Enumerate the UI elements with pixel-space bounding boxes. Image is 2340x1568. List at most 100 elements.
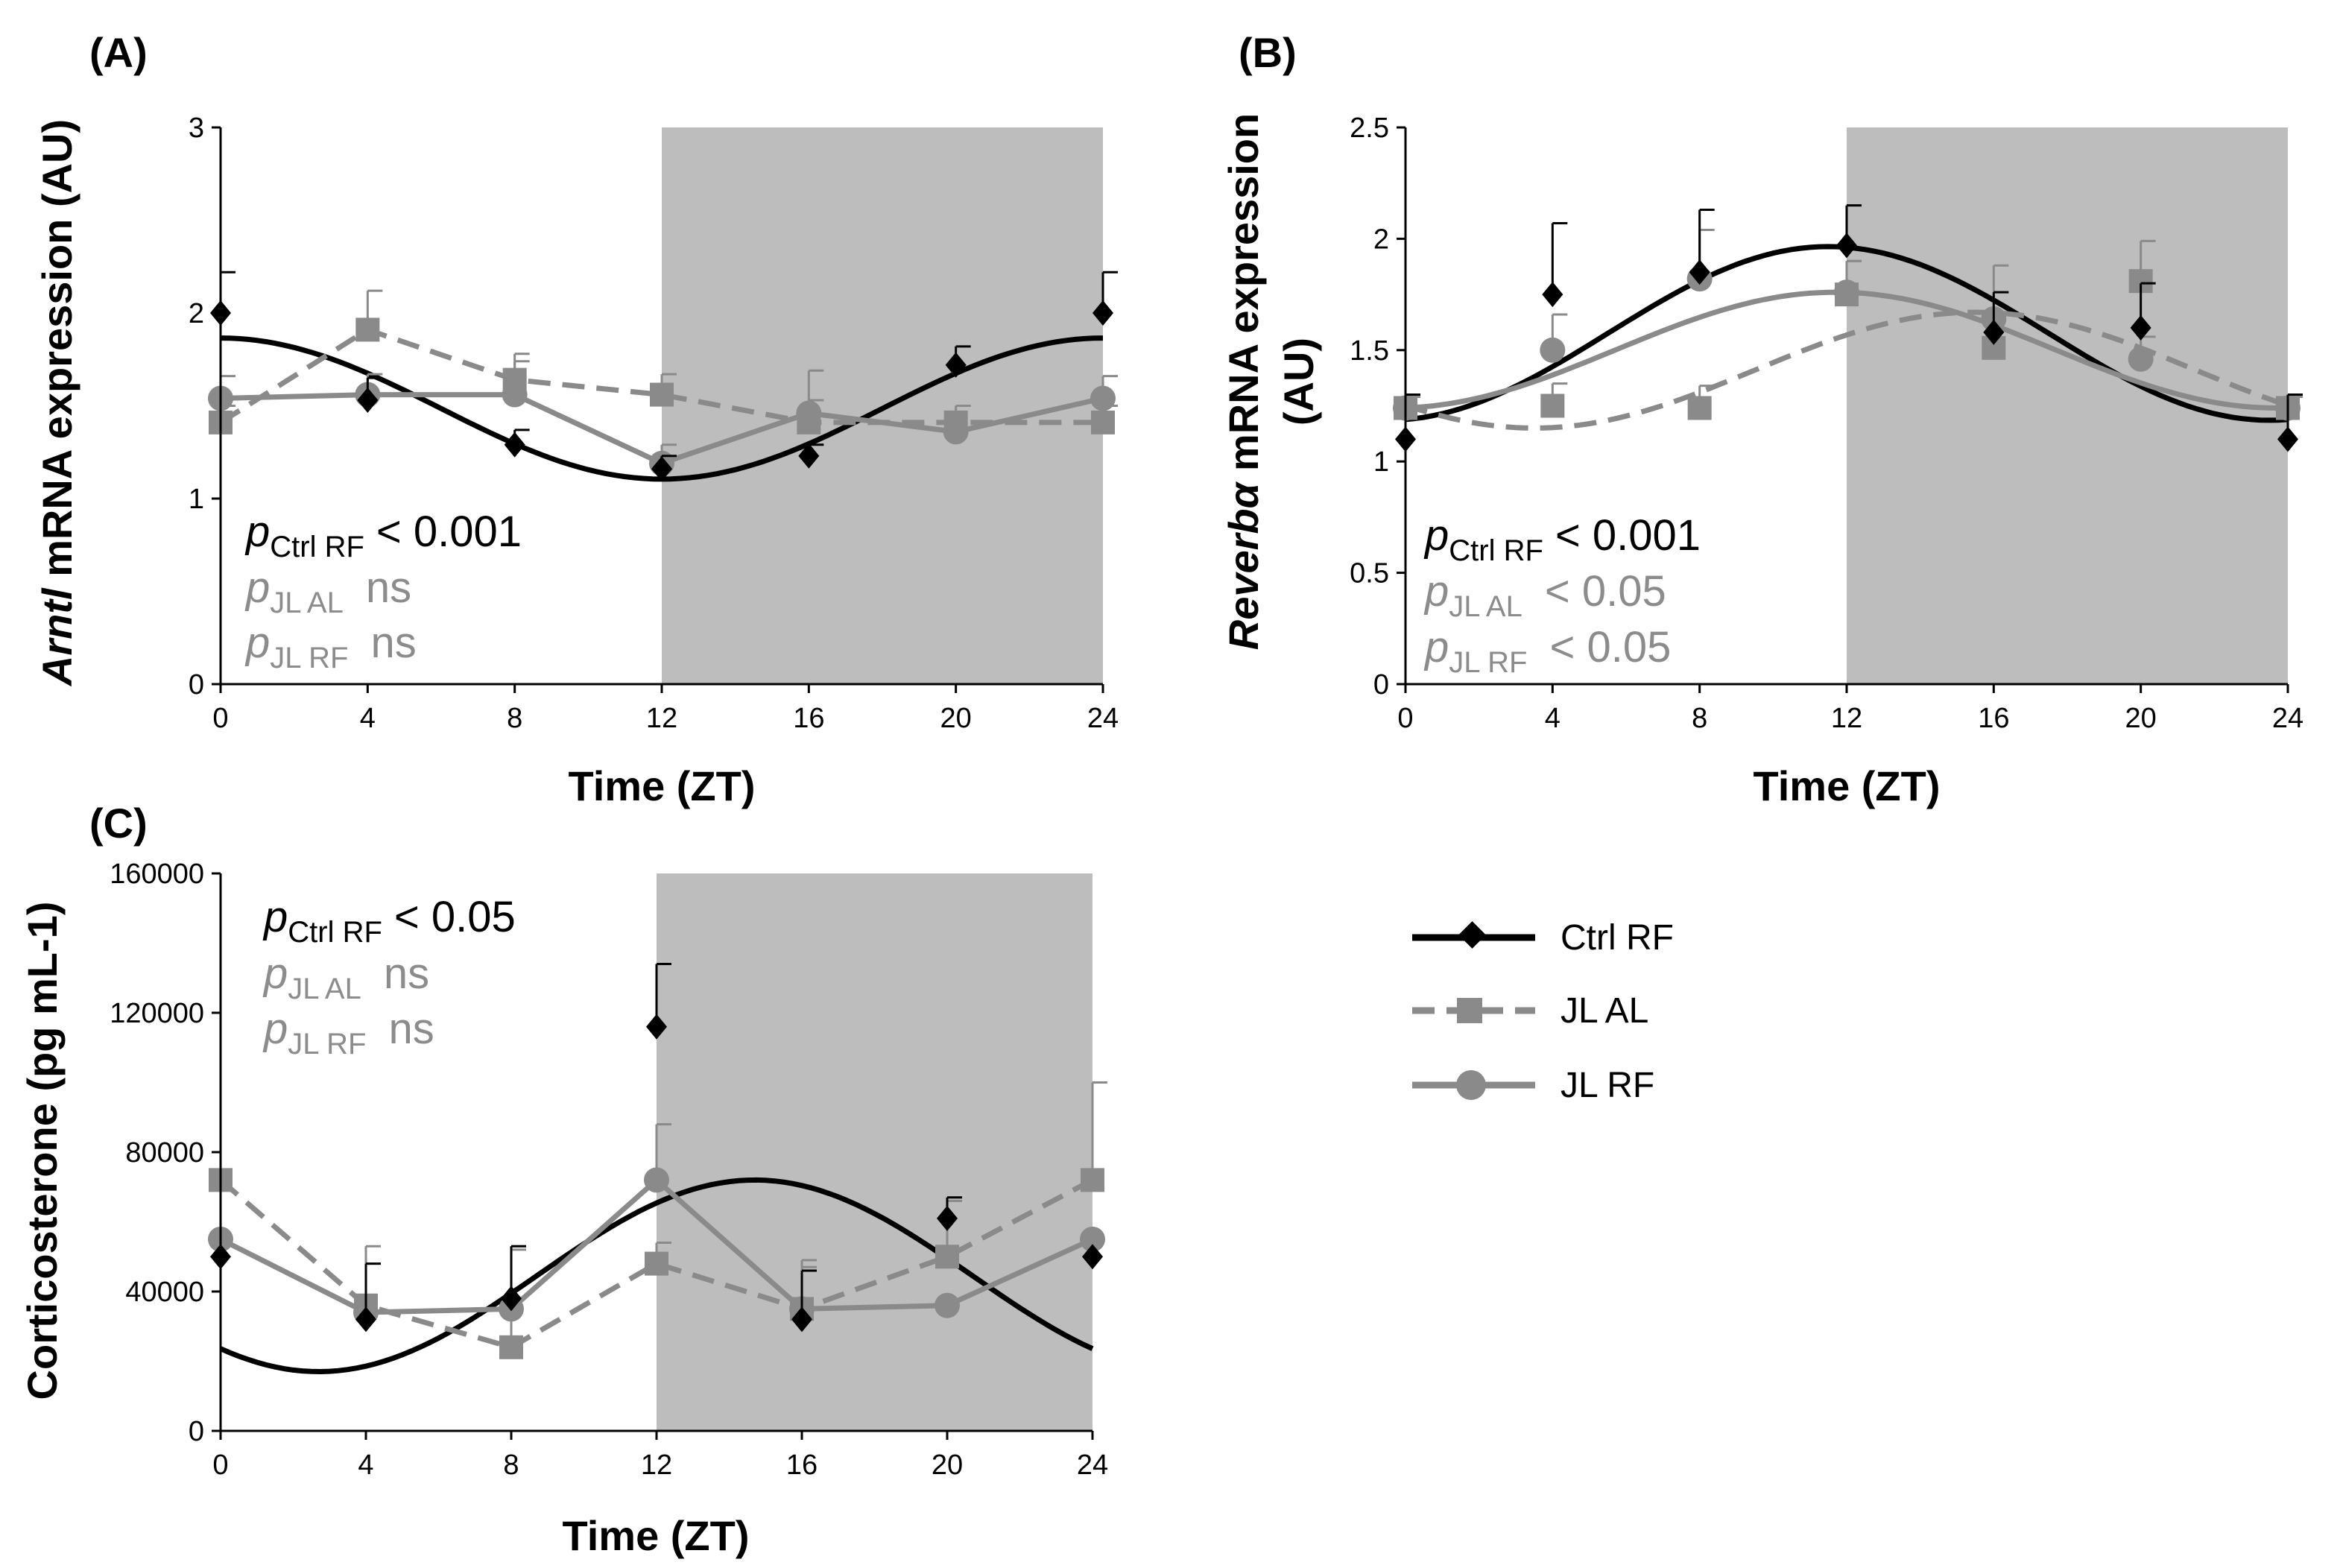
x-axis-title: Time (ZT) — [1754, 762, 1941, 809]
stat-value: < 0.001 — [376, 508, 522, 556]
x-tick-label: 20 — [940, 703, 972, 734]
data-point — [943, 419, 969, 445]
p-symbol: p — [262, 949, 288, 998]
stat-ctrl-rf: pCtrl RF < 0.001 — [1423, 511, 1701, 567]
stat-jl-rf: pJL RF ns — [262, 1005, 434, 1060]
y-tick-label: 1.5 — [1350, 335, 1389, 367]
data-point — [798, 443, 820, 469]
y-tick-label: 0.5 — [1350, 558, 1389, 589]
data-point — [501, 1286, 522, 1312]
data-point — [791, 1306, 812, 1333]
stats-block: pCtrl RF < 0.001 pJL AL ns pJL RF ns — [244, 508, 522, 674]
panel-c: (C) 0 40000 80000 120000 160000 0 4 8 12 16 20 24 T… — [19, 800, 1108, 1559]
y-axis-title-gene: Reverbα — [1220, 481, 1267, 650]
x-tick-label: 16 — [793, 703, 824, 734]
stats-block: pCtrl RF < 0.05 pJL AL ns pJL RF ns — [262, 893, 516, 1060]
data-point — [355, 317, 380, 342]
dark-phase-band — [1847, 127, 2288, 684]
p-symbol: p — [1423, 623, 1449, 671]
data-point — [935, 1245, 959, 1269]
data-point — [1091, 410, 1115, 434]
y-tick-label: 1 — [189, 484, 204, 515]
diamond-marker-icon — [1458, 921, 1486, 949]
legend-label: Ctrl RF — [1560, 918, 1674, 958]
stat-jl-rf: pJL RF < 0.05 — [1423, 623, 1671, 679]
stat-value: ns — [370, 619, 416, 667]
data-point — [796, 400, 822, 426]
legend-item-jl-rf: JL RF — [1412, 1066, 1654, 1105]
y-tick-label: 0 — [189, 1416, 204, 1447]
x-tick-label: 0 — [1397, 703, 1413, 734]
x-tick-label: 16 — [786, 1450, 818, 1481]
data-point — [1540, 393, 1565, 418]
p-symbol: p — [1423, 567, 1449, 616]
data-point — [1080, 1226, 1105, 1252]
stat-group: JL RF — [1449, 646, 1527, 679]
stat-value: ns — [384, 949, 429, 998]
stat-value: < 0.001 — [1555, 511, 1701, 560]
x-axis-title: Time (ZT) — [569, 762, 756, 809]
y-axis-title-line2: (AU) — [1275, 338, 1322, 426]
y-axis-title-gene: Arntl — [34, 587, 80, 687]
x-tick-label: 12 — [1831, 703, 1862, 734]
data-point — [1081, 1168, 1104, 1192]
panel-label: (B) — [1239, 29, 1297, 76]
stat-value: < 0.05 — [394, 893, 516, 941]
stat-value: < 0.05 — [1549, 623, 1671, 671]
data-point — [1090, 385, 1116, 411]
data-point — [504, 431, 525, 458]
stat-group: Ctrl RF — [288, 916, 382, 949]
x-tick-label: 20 — [932, 1450, 963, 1481]
p-symbol: p — [262, 1005, 288, 1053]
x-tick-label: 0 — [212, 1450, 228, 1481]
y-tick-label: 160000 — [110, 859, 204, 890]
x-tick-label: 4 — [358, 1450, 373, 1481]
data-point — [1687, 396, 1712, 420]
stat-value: ns — [388, 1005, 434, 1053]
x-tick-label: 8 — [503, 1450, 519, 1481]
data-point — [1689, 259, 1710, 285]
circle-marker-icon — [1456, 1070, 1486, 1100]
x-tick-label: 24 — [1077, 1450, 1108, 1481]
data-point — [644, 1167, 669, 1193]
p-symbol: p — [1423, 511, 1449, 560]
panel-label: (C) — [89, 800, 148, 847]
y-tick-label: 2.5 — [1350, 113, 1389, 144]
data-point — [357, 388, 379, 414]
data-point — [1834, 279, 1859, 306]
x-axis-title: Time (ZT) — [563, 1512, 750, 1559]
stat-group: JL AL — [288, 973, 361, 1005]
stat-group: Ctrl RF — [270, 531, 364, 563]
y-tick-label: 3 — [189, 113, 204, 144]
stat-ctrl-rf: pCtrl RF < 0.05 — [262, 893, 516, 949]
data-point — [646, 1014, 667, 1040]
panel-label: (A) — [89, 29, 148, 76]
y-axis-title-rest: mRNA expression (AU) — [34, 119, 80, 589]
data-point — [499, 1335, 523, 1359]
p-symbol: p — [244, 563, 270, 612]
x-tick-label: 4 — [360, 703, 376, 734]
legend-item-jl-al: JL AL — [1412, 991, 1648, 1031]
stat-group: JL AL — [1449, 590, 1522, 623]
stat-value: < 0.05 — [1545, 567, 1666, 616]
stat-group: JL RF — [270, 642, 348, 674]
y-axis-title-rest: Corticosterone (pg mL-1) — [19, 902, 66, 1400]
stat-jl-al: pJL AL ns — [262, 949, 429, 1005]
stat-group: JL AL — [270, 587, 344, 619]
p-symbol: p — [244, 508, 270, 556]
data-point — [2128, 346, 2154, 372]
y-tick-label: 0 — [1373, 669, 1389, 701]
p-symbol: p — [244, 619, 270, 667]
y-tick-label: 2 — [189, 298, 204, 329]
data-point — [1540, 337, 1566, 363]
stat-group: JL RF — [288, 1028, 366, 1060]
data-point — [1092, 300, 1113, 326]
y-tick-label: 2 — [1373, 224, 1389, 255]
y-axis-title-rest: mRNA expression — [1220, 113, 1267, 483]
x-tick-label: 16 — [1978, 703, 2009, 734]
y-axis-title: Reverbα mRNA expression — [1220, 113, 1267, 650]
y-tick-label: 0 — [189, 669, 204, 701]
x-tick-label: 8 — [1692, 703, 1707, 734]
data-point — [502, 382, 528, 408]
data-point — [937, 1205, 958, 1231]
